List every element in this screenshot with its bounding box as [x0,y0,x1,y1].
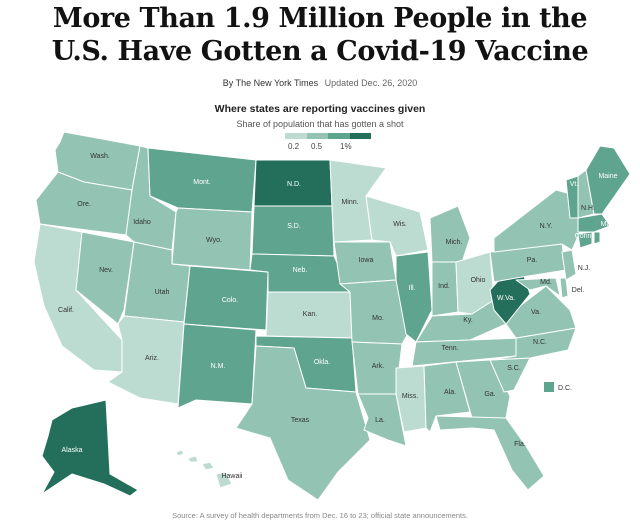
state-label-ma: Mass. [601,221,620,228]
state-label-tn: Tenn. [441,345,458,352]
state-nm [177,323,257,409]
headline-line-1: More Than 1.9 Million People in the [52,3,588,34]
legend-tick: 0.5 [311,142,323,151]
state-nv [75,231,135,325]
state-label-ok: Okla. [314,359,330,366]
state-ak [41,399,139,497]
state-label-ut: Utah [155,289,170,296]
state-label-vt: Vt. [570,181,579,188]
state-label-wa: Wash. [90,153,110,160]
map-title: Where states are reporting vaccines give… [214,103,426,115]
state-label-nj: N.J. [578,265,591,272]
legend-ticks: 0.2 0.5 1% [286,142,376,152]
state-label-sd: S.D. [287,223,301,230]
headline-line-2: U.S. Have Gotten a Covid-19 Vaccine [51,36,589,67]
legend-swatch [306,133,328,139]
state-label-oh: Ohio [471,277,486,284]
legend-color-scale [285,133,371,139]
state-label-wi: Wis. [393,221,407,228]
legend-swatch [349,133,371,139]
state-label-mt: Mont. [193,179,211,186]
byline-author: By The New York Times [222,78,319,88]
state-label-ga: Ga. [484,391,495,398]
source-note: Source: A survey of health departments f… [172,511,468,520]
state-label-il: Ill. [409,285,416,292]
state-label-wv: W.Va. [497,295,515,302]
state-label-me: Maine [598,173,617,180]
state-wy [171,207,253,271]
state-label-md: Md. [540,279,552,286]
state-ny [493,189,581,253]
state-label-ri: R.I. [601,241,612,248]
state-label-ia: Iowa [359,257,374,264]
state-label-sc: S.C. [507,365,521,372]
state-label-mn: Minn. [341,199,358,206]
state-fl [435,415,545,491]
state-label-ny: N.Y. [540,223,553,230]
dc-swatch [544,382,554,392]
state-label-id: Idaho [133,219,151,226]
state-label-nm: N.M. [211,363,226,370]
state-tx [235,345,371,501]
state-sd [251,205,335,257]
state-nj [561,249,577,281]
dc-label: D.C. [558,385,572,392]
state-label-ar: Ark. [372,363,385,370]
state-label-az: Ariz. [145,355,159,362]
state-label-co: Colo. [222,297,238,304]
state-hi [175,449,233,489]
legend-tick: 1% [340,142,352,151]
legend-swatch [328,133,350,139]
state-label-nc: N.C. [533,339,547,346]
state-label-al: Ala. [444,389,456,396]
byline: By The New York Times Updated Dec. 26, 2… [0,78,640,88]
state-label-nv: Nev. [99,267,113,274]
state-label-ne: Neb. [293,267,308,274]
legend-label: Share of population that has gotten a sh… [236,119,404,129]
state-ct [577,231,593,249]
state-label-tx: Texas [291,417,310,424]
state-mi [429,205,471,263]
state-label-va: Va. [531,309,541,316]
state-label-la: La. [375,417,385,424]
state-label-ca: Calif. [58,307,74,314]
state-label-mi: Mich. [446,239,463,246]
legend-swatch [285,133,307,139]
state-me [585,145,631,215]
state-label-nh: N.H. [581,205,595,212]
legend-tick: 0.2 [288,142,300,151]
state-label-fl: Fla. [514,441,526,448]
state-label-in: Ind. [438,283,450,290]
state-label-nd: N.D. [287,181,301,188]
state-label-ks: Kan. [303,311,317,318]
state-ri [593,231,601,245]
state-label-hi: Hawaii [221,473,242,480]
state-md [515,277,561,297]
state-ma [577,213,611,233]
state-label-ky: Ky. [463,317,473,324]
state-label-mo: Mo. [372,315,384,322]
state-ms [395,365,427,433]
state-label-ct: Conn. [575,233,594,240]
state-label-ak: Alaska [61,447,82,454]
state-de [559,277,569,299]
state-label-ms: Miss. [402,393,418,400]
state-label-pa: Pa. [527,257,538,264]
state-label-de: Del. [572,287,585,294]
us-vaccination-map: Wash. Ore. Calif. Nev. Idaho Mont. Wyo. Utah Ari… [33,131,631,501]
state-label-wy: Wyo. [206,237,222,244]
headline: More Than 1.9 Million People in the U.S.… [0,2,640,68]
state-label-or: Ore. [77,201,91,208]
byline-date: Updated Dec. 26, 2020 [324,78,418,88]
